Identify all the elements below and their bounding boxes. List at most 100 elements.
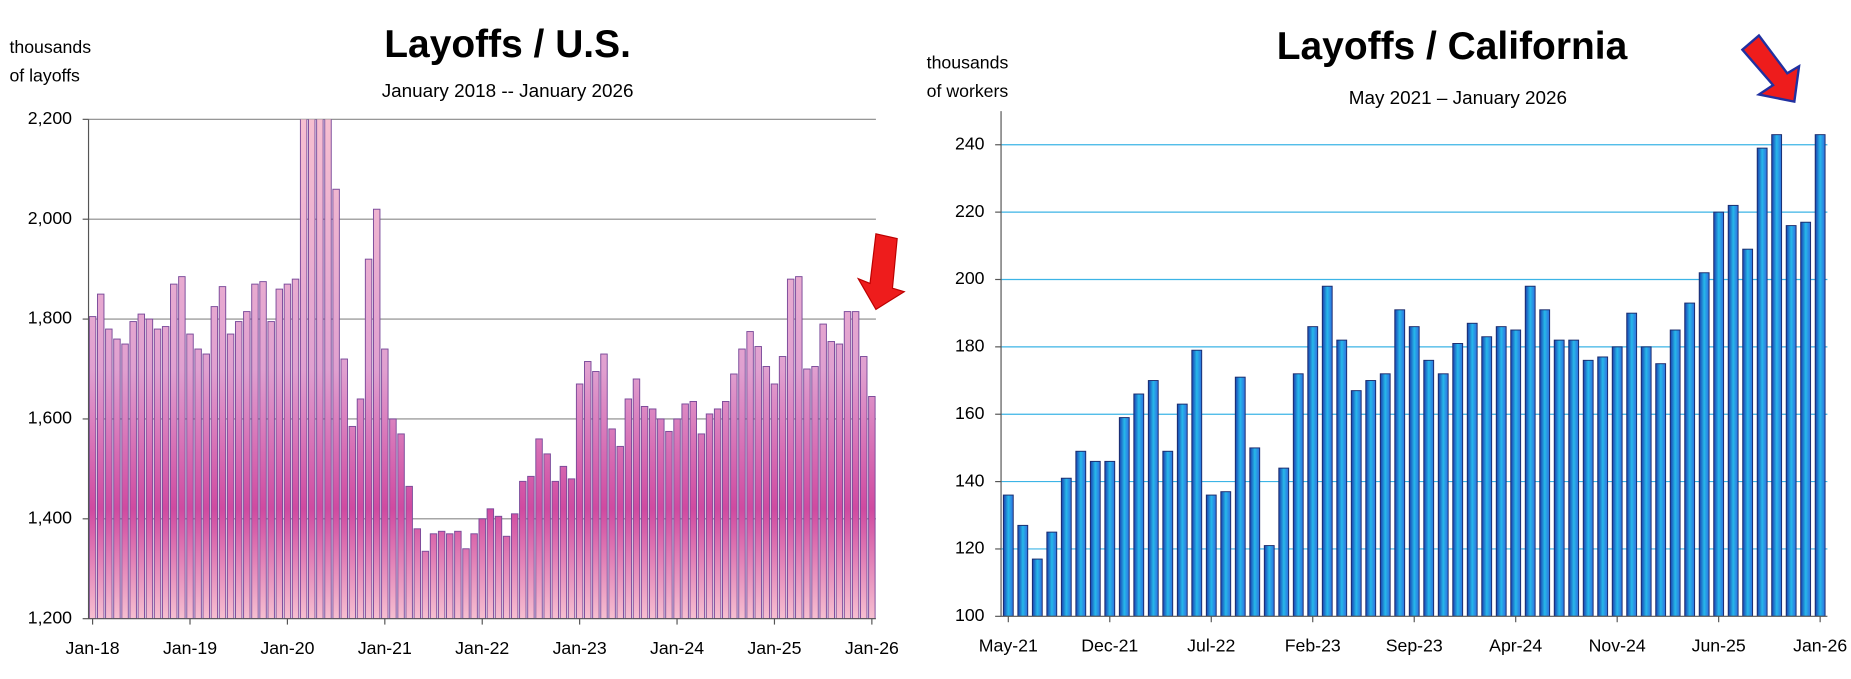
bar [795, 276, 803, 619]
bar [843, 311, 852, 619]
x-tick-label: Jul-22 [1187, 636, 1235, 656]
bar [202, 353, 210, 619]
bar [332, 188, 340, 619]
y-tick-label: 2,200 [28, 108, 72, 128]
bar [632, 378, 641, 619]
x-tick-label: Jan-26 [845, 638, 899, 658]
bar [1176, 403, 1188, 617]
chart-title: Layoffs / U.S. [384, 23, 631, 66]
bar [1466, 322, 1478, 617]
bar [137, 313, 146, 619]
y-axis-label: of workers [927, 81, 1009, 101]
bar [1249, 447, 1261, 617]
bar [1292, 373, 1304, 617]
bar [1771, 134, 1783, 617]
bar [665, 430, 673, 619]
bar [1597, 356, 1609, 617]
bar [397, 433, 405, 619]
bar [746, 331, 754, 619]
bar [535, 438, 543, 619]
bar [1713, 211, 1725, 617]
bars [88, 119, 876, 619]
bar [340, 358, 348, 619]
bar [868, 396, 876, 619]
bar [754, 346, 762, 619]
bar [510, 513, 519, 619]
x-tick-label: Jun-25 [1692, 636, 1746, 656]
bar [616, 445, 624, 619]
bar [803, 368, 811, 619]
bar [88, 316, 97, 619]
bar [454, 530, 462, 619]
bar [1118, 417, 1130, 617]
x-tick-label: Sep-23 [1386, 636, 1443, 656]
bar [1379, 373, 1391, 617]
bar [283, 283, 292, 619]
y-tick-label: 100 [955, 605, 985, 625]
bar [1669, 329, 1681, 617]
bar [1684, 302, 1696, 617]
bar [851, 311, 860, 619]
bar [1031, 558, 1043, 617]
bar [1568, 339, 1580, 617]
bar [738, 348, 746, 619]
bar [1495, 326, 1507, 617]
bar [1437, 373, 1449, 617]
california-panel: Layoffs / California May 2021 – January … [927, 25, 1848, 656]
x-tick-label: Jan-18 [66, 638, 120, 658]
bar [1698, 272, 1710, 617]
bar [429, 533, 438, 619]
bar [291, 278, 300, 619]
bar [275, 288, 284, 619]
x-tick-label: Jan-25 [747, 638, 801, 658]
bar [186, 333, 194, 619]
bar [348, 425, 357, 619]
bar [267, 321, 275, 619]
x-tick-label: Jan-20 [260, 638, 314, 658]
bar [178, 276, 186, 619]
y-tick-label: 240 [955, 133, 985, 153]
y-tick-label: 120 [955, 538, 985, 558]
bar [1452, 343, 1464, 617]
bar [519, 480, 527, 619]
x-tick-label: Apr-24 [1489, 636, 1542, 656]
bar [860, 356, 868, 619]
y-tick-label: 2,000 [28, 208, 72, 228]
bar [1220, 491, 1232, 617]
y-tick-label: 140 [955, 470, 985, 490]
bar [478, 518, 486, 619]
bar [170, 283, 178, 619]
bar [161, 326, 170, 619]
bar [1800, 221, 1812, 617]
bar [1756, 147, 1768, 617]
bar [153, 328, 162, 619]
bar [413, 528, 422, 619]
bar [234, 321, 243, 619]
bar [827, 341, 835, 619]
bar [697, 433, 706, 619]
bar [437, 530, 446, 619]
bar [681, 403, 689, 619]
bar [673, 418, 681, 619]
bar [1263, 545, 1275, 617]
bar [1002, 494, 1014, 617]
bar [462, 548, 470, 619]
bar [1785, 225, 1797, 617]
bar [575, 383, 584, 619]
bar [584, 361, 592, 619]
bar [113, 338, 121, 619]
bar [1089, 460, 1101, 617]
bar [1234, 376, 1246, 617]
bar [259, 281, 267, 619]
bar [608, 428, 616, 619]
bar [819, 323, 827, 619]
bar [1655, 363, 1667, 617]
bar [372, 208, 381, 619]
bar [324, 119, 332, 619]
bar [1075, 450, 1087, 617]
bar [1307, 326, 1319, 617]
bar [1321, 285, 1333, 617]
us-panel: Layoffs / U.S. January 2018 -- January 2… [9, 23, 906, 658]
bar [218, 286, 227, 619]
